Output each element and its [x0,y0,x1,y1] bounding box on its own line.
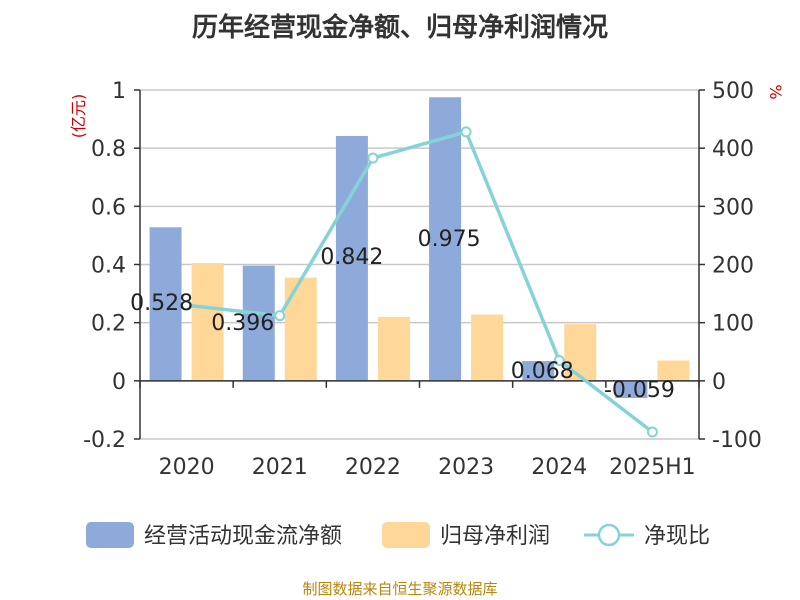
x-tick-label: 2024 [531,455,587,480]
net-profit-bar [191,263,224,381]
right-tick-label: 200 [712,254,754,279]
left-tick-label: 0.4 [91,254,126,279]
cash-flow-bar [242,265,275,381]
right-tick-label: 100 [712,312,754,337]
ratio-point [646,426,658,438]
x-axis-labels: 2020 2021 2022 2023 2024 2025H1 [159,455,696,480]
ratio-point [367,152,379,164]
x-tick-label: 2021 [252,455,308,480]
left-tick-label: 0 [112,370,126,395]
legend: 经营活动现金流净额 归母净利润 净现比 [86,522,710,549]
right-tick-label: 500 [712,79,754,104]
bars [149,97,690,398]
net-profit-bar [377,316,410,381]
x-tick-label: 2023 [438,455,494,480]
ratio-line [181,126,658,438]
axes [134,89,705,440]
x-tick-label: 2020 [159,455,215,480]
right-tick-label: 0 [712,370,726,395]
left-tick-label: 0.8 [91,137,126,162]
right-axis-ticks: 500 400 300 200 100 0 -100 [712,79,762,453]
legend-swatch-net-profit [382,522,430,548]
data-labels: 0.528 0.396 0.842 0.975 0.068 -0.059 [130,227,675,403]
net-profit-bar [564,324,597,381]
cash-flow-bar [149,227,182,381]
net-profit-bar [284,277,317,381]
left-tick-label: 0.2 [91,312,126,337]
left-axis-ticks: 1 0.8 0.6 0.4 0.2 0 -0.2 [83,79,126,453]
net-profit-bar [657,360,690,381]
legend-swatch-cash-flow [86,522,134,548]
cash-flow-label: 0.842 [320,245,383,270]
cash-flow-label: -0.059 [604,378,675,403]
right-tick-label: 400 [712,137,754,162]
x-tick-label: 2022 [345,455,401,480]
cash-flow-bar [522,361,555,381]
legend-swatch-ratio-marker [597,523,621,547]
legend-label-net-profit: 归母净利润 [440,524,550,549]
source-note: 制图数据来自恒生聚源数据库 [302,580,497,598]
cash-flow-bar [429,97,462,381]
right-axis-unit: % [766,84,785,99]
legend-label-ratio: 净现比 [644,524,710,549]
cash-flow-label: 0.396 [211,311,274,336]
net-profit-bar [471,314,504,381]
chart-title: 历年经营现金净额、归母净利润情况 [192,12,608,43]
ratio-line-path [186,130,654,434]
cash-flow-bar [615,380,648,398]
left-tick-label: 1 [112,79,126,104]
ratio-point [460,126,472,138]
ratio-point [181,299,193,311]
cash-flow-label: 0.528 [130,291,193,316]
right-tick-label: 300 [712,195,754,220]
left-axis-unit: (亿元) [69,94,88,139]
ratio-point [553,354,565,366]
left-tick-label: 0.6 [91,195,126,220]
x-tick-label: 2025H1 [609,455,696,480]
ratio-point [274,310,286,322]
cash-flow-label: 0.068 [511,359,574,384]
right-tick-label: -100 [712,428,762,453]
left-tick-label: -0.2 [83,428,126,453]
legend-label-cash-flow: 经营活动现金流净额 [144,524,342,549]
cash-flow-label: 0.975 [418,227,481,252]
